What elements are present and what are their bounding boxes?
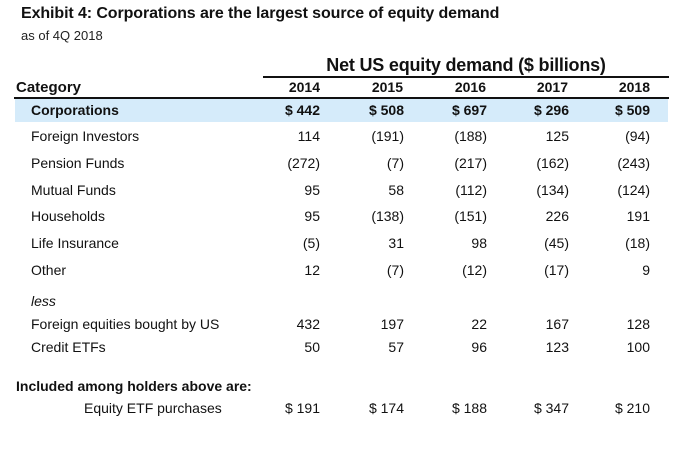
row-label: Other bbox=[31, 262, 67, 278]
cell-2015: 57 bbox=[388, 339, 404, 355]
less-row: Credit ETFs 50 57 96 123 100 bbox=[0, 336, 679, 358]
cell-2015: $ 174 bbox=[368, 400, 404, 416]
row-label: Life Insurance bbox=[31, 235, 119, 251]
cell-2018: (243) bbox=[617, 155, 650, 171]
less-label: less bbox=[31, 293, 56, 309]
less-row: Foreign equities bought by US 432 197 22 167… bbox=[0, 313, 679, 335]
cell-2017: (45) bbox=[544, 235, 569, 251]
cell-2017: 123 bbox=[545, 339, 569, 355]
cell-2017: $ 296 bbox=[533, 102, 569, 118]
row-label: Foreign Investors bbox=[31, 128, 140, 144]
cell-2015: (7) bbox=[386, 262, 404, 278]
exhibit-subtitle: as of 4Q 2018 bbox=[21, 28, 103, 43]
cell-2014: 432 bbox=[296, 316, 320, 332]
included-row: Equity ETF purchases $ 191 $ 174 $ 188 $ 347… bbox=[0, 397, 679, 419]
cell-2017: (134) bbox=[536, 182, 569, 198]
cell-2018: $ 210 bbox=[614, 400, 650, 416]
cell-2015: 31 bbox=[388, 235, 404, 251]
cell-2016: 96 bbox=[471, 339, 487, 355]
cell-2016: 22 bbox=[471, 316, 487, 332]
row-label: Mutual Funds bbox=[31, 182, 116, 198]
cell-2016: $ 697 bbox=[451, 102, 487, 118]
group-header: Net US equity demand ($ billions) bbox=[326, 55, 606, 75]
cell-2015: (7) bbox=[386, 155, 404, 171]
cell-2018: 9 bbox=[642, 262, 650, 278]
cell-2017: 167 bbox=[545, 316, 569, 332]
highlighted-row: Corporations $ 442 $ 508 $ 697 $ 296 $ 509 bbox=[0, 99, 679, 121]
header-rule bbox=[14, 97, 669, 99]
category-header: Category bbox=[16, 79, 82, 96]
exhibit-title: Exhibit 4: Corporations are the largest … bbox=[21, 5, 500, 22]
cell-2016: (188) bbox=[454, 128, 487, 144]
table-row: Foreign Investors 114 (191) (188) 125 (94) bbox=[0, 125, 679, 147]
cell-2016: (112) bbox=[455, 182, 487, 198]
table-row: Other 12 (7) (12) (17) 9 bbox=[0, 259, 679, 281]
row-label: Equity ETF purchases bbox=[84, 400, 222, 416]
cell-2017: 125 bbox=[545, 128, 569, 144]
cell-2014: $ 442 bbox=[284, 102, 320, 118]
cell-2015: (191) bbox=[371, 128, 404, 144]
cell-2015: (138) bbox=[371, 208, 404, 224]
table-row: Pension Funds (272) (7) (217) (162) (243) bbox=[0, 152, 679, 174]
cell-2018: (124) bbox=[617, 182, 650, 198]
cell-2014: 95 bbox=[304, 182, 320, 198]
cell-2014: 114 bbox=[297, 128, 320, 144]
cell-2014: (5) bbox=[302, 235, 320, 251]
cell-2016: (151) bbox=[454, 208, 487, 224]
cell-2015: 197 bbox=[380, 316, 404, 332]
row-label: Pension Funds bbox=[31, 155, 125, 171]
cell-2017: (162) bbox=[536, 155, 569, 171]
cell-2014: $ 191 bbox=[284, 400, 320, 416]
cell-2014: 50 bbox=[304, 339, 320, 355]
year-header-2015: 2015 bbox=[371, 79, 403, 95]
year-header-2014: 2014 bbox=[288, 79, 320, 95]
included-label: Included among holders above are: bbox=[16, 378, 252, 394]
cell-2018: (18) bbox=[625, 235, 650, 251]
cell-2016: (217) bbox=[454, 155, 487, 171]
cell-2015: $ 508 bbox=[368, 102, 404, 118]
cell-2014: 12 bbox=[304, 262, 320, 278]
cell-2016: 98 bbox=[471, 235, 487, 251]
row-label: Corporations bbox=[31, 102, 119, 118]
cell-2014: 95 bbox=[304, 208, 320, 224]
row-label: Households bbox=[31, 208, 105, 224]
cell-2017: (17) bbox=[544, 262, 569, 278]
year-header-2017: 2017 bbox=[536, 79, 568, 95]
highlight-band bbox=[15, 99, 668, 122]
cell-2017: $ 347 bbox=[533, 400, 569, 416]
table-row: Life Insurance (5) 31 98 (45) (18) bbox=[0, 232, 679, 254]
table-row: Mutual Funds 95 58 (112) (134) (124) bbox=[0, 179, 679, 201]
cell-2016: (12) bbox=[462, 262, 487, 278]
cell-2018: 100 bbox=[626, 339, 650, 355]
cell-2015: 58 bbox=[388, 182, 404, 198]
year-header-2016: 2016 bbox=[454, 79, 486, 95]
year-header-2018: 2018 bbox=[618, 79, 650, 95]
cell-2018: 128 bbox=[626, 316, 650, 332]
cell-2018: $ 509 bbox=[614, 102, 650, 118]
cell-2018: (94) bbox=[625, 128, 650, 144]
cell-2014: (272) bbox=[287, 155, 320, 171]
cell-2018: 191 bbox=[626, 208, 650, 224]
cell-2016: $ 188 bbox=[451, 400, 487, 416]
table-row: Households 95 (138) (151) 226 191 bbox=[0, 205, 679, 227]
group-header-rule bbox=[263, 76, 669, 78]
cell-2017: 226 bbox=[545, 208, 569, 224]
row-label: Foreign equities bought by US bbox=[31, 316, 220, 332]
row-label: Credit ETFs bbox=[31, 339, 106, 355]
